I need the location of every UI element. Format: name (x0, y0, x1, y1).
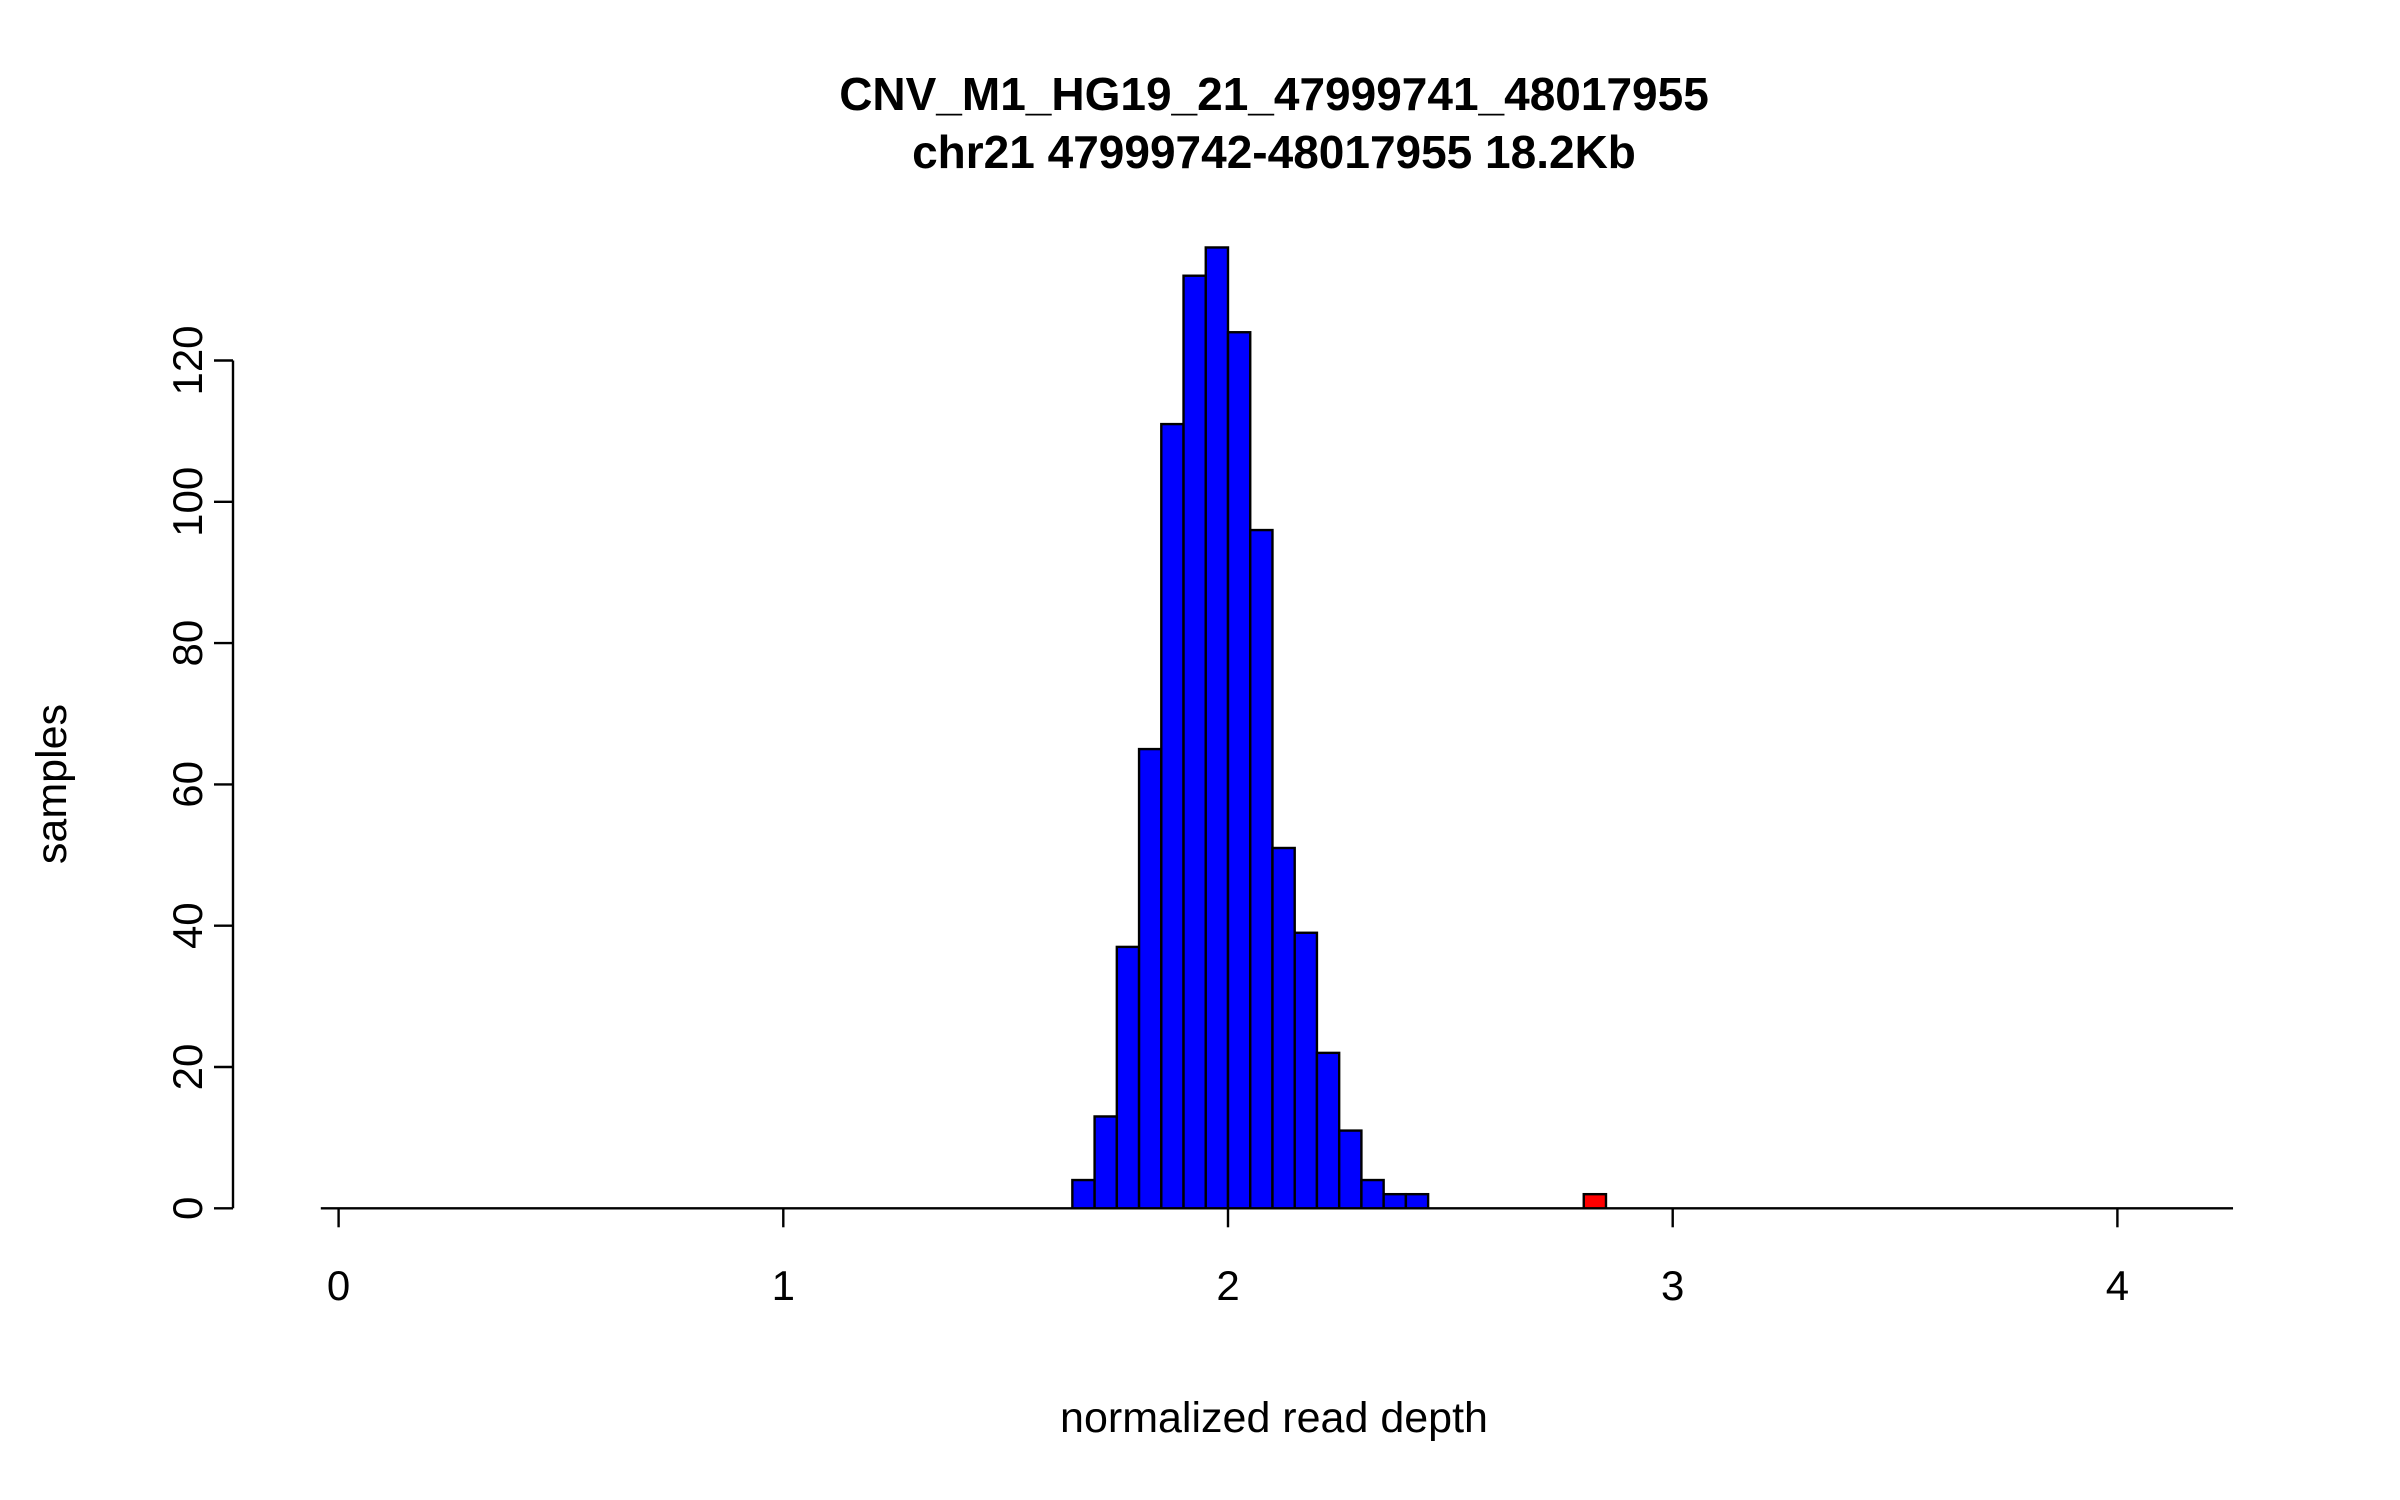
histogram-bar (1382, 1192, 1408, 1210)
y-tick-label: 120 (164, 325, 211, 395)
chart-subtitle: chr21 47999742-48017955 18.2Kb (912, 126, 1636, 178)
bars-group (1071, 246, 1608, 1210)
histogram-bar (1360, 1178, 1385, 1210)
histogram-bar (1404, 1192, 1430, 1210)
y-tick-label: 40 (164, 902, 211, 949)
y-tick-label: 80 (164, 620, 211, 667)
histogram-bar (1115, 945, 1141, 1210)
histogram-bar (1337, 1129, 1363, 1210)
x-tick-label: 0 (327, 1262, 350, 1309)
x-axis-label: normalized read depth (1060, 1394, 1488, 1442)
highlight-bar (1582, 1192, 1608, 1210)
y-axis-label: samples (28, 704, 76, 864)
y-tick-label: 100 (164, 467, 211, 537)
histogram-bar (1204, 246, 1230, 1210)
x-tick-label: 2 (1216, 1262, 1239, 1309)
x-tick-label: 3 (1661, 1262, 1684, 1309)
histogram-bar (1093, 1115, 1119, 1210)
x-tick-label: 1 (772, 1262, 795, 1309)
y-tick-label: 60 (164, 761, 211, 808)
histogram-bar (1226, 331, 1252, 1210)
histogram-bar (1182, 274, 1207, 1210)
histogram-bar (1271, 846, 1296, 1210)
histogram-bar (1160, 422, 1185, 1210)
chart-title: CNV_M1_HG19_21_47999741_48017955 (839, 68, 1709, 120)
histogram-bar (1071, 1178, 1096, 1210)
histogram-bar (1137, 747, 1163, 1210)
y-tick-label: 0 (164, 1197, 211, 1220)
histogram-bar (1249, 528, 1274, 1210)
histogram-bar (1315, 1051, 1341, 1210)
x-tick-label: 4 (2106, 1262, 2129, 1309)
y-tick-label: 20 (164, 1044, 211, 1091)
histogram-bar (1293, 931, 1319, 1210)
